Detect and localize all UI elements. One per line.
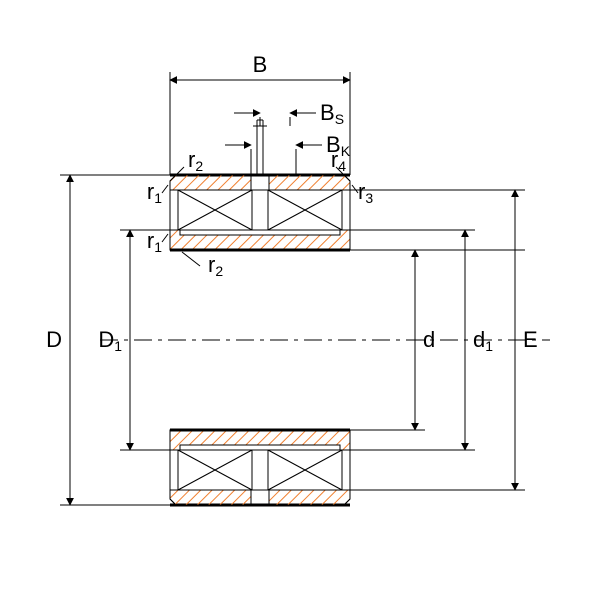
svg-text:E: E: [523, 327, 538, 352]
label-r2-inner: r2: [208, 252, 223, 279]
label-r3: r3: [358, 179, 373, 206]
svg-text:D: D: [46, 327, 62, 352]
svg-text:d: d: [423, 327, 435, 352]
svg-text:B: B: [253, 52, 268, 77]
svg-text:BK: BK: [326, 132, 351, 159]
bearing-diagram: DD1dd1EBBSBKr2r4r1r1r3r2: [0, 0, 600, 600]
svg-text:D1: D1: [98, 327, 122, 354]
label-r1b: r1: [147, 228, 162, 255]
label-r1a: r1: [147, 179, 162, 206]
label-r2-top: r2: [188, 147, 203, 174]
svg-text:BS: BS: [320, 100, 344, 127]
svg-text:d1: d1: [473, 327, 493, 354]
